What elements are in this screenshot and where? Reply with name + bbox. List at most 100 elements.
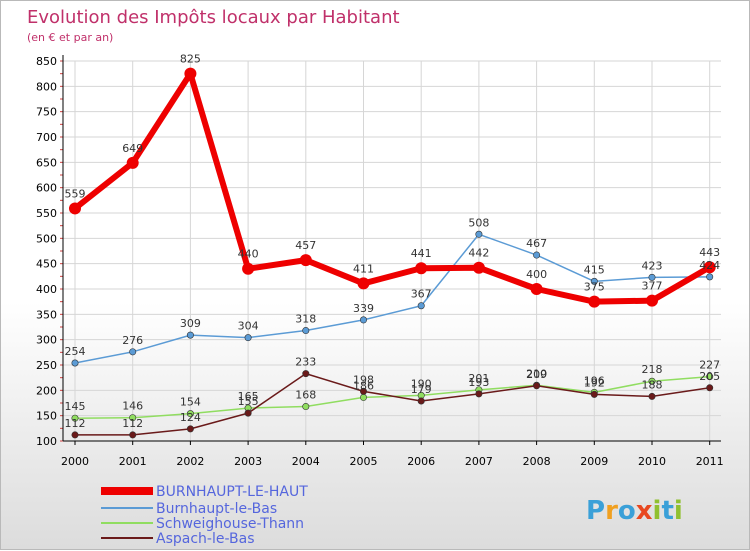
data-label: 411	[353, 262, 374, 275]
data-label: 188	[642, 378, 663, 391]
data-point	[244, 409, 252, 417]
data-point	[648, 273, 656, 281]
legend-entry: Schweighouse-Thann	[156, 516, 304, 532]
y-tick-label: 300	[36, 334, 57, 347]
x-tick-label: 2000	[61, 455, 89, 468]
data-point	[302, 403, 310, 411]
x-tick-label: 2009	[580, 455, 608, 468]
data-label: 210	[526, 367, 547, 380]
data-label: 318	[295, 313, 316, 326]
data-point	[417, 397, 425, 405]
data-point	[648, 392, 656, 400]
data-point	[242, 262, 255, 275]
data-label: 825	[180, 53, 201, 66]
data-point	[129, 431, 137, 439]
data-label: 367	[411, 288, 432, 301]
data-label: 423	[642, 259, 663, 272]
data-point	[648, 377, 656, 385]
data-label: 508	[468, 216, 489, 229]
data-label: 441	[411, 247, 432, 260]
legend-entry: BURNHAUPT-LE-HAUT	[156, 484, 308, 500]
data-label: 218	[642, 363, 663, 376]
y-tick-label: 450	[36, 258, 57, 271]
x-tick-label: 2010	[638, 455, 666, 468]
data-point	[129, 348, 137, 356]
x-tick-label: 2004	[292, 455, 320, 468]
x-tick-label: 2005	[350, 455, 378, 468]
data-label: 339	[353, 302, 374, 315]
y-tick-label: 800	[36, 80, 57, 93]
series-line	[73, 70, 712, 305]
proxiti-logo: Proxiti	[586, 496, 683, 526]
y-tick-label: 250	[36, 359, 57, 372]
series-line	[75, 372, 710, 436]
data-label: 440	[238, 248, 259, 261]
data-point	[703, 261, 716, 274]
data-label: 192	[584, 376, 605, 389]
y-tick-label: 400	[36, 283, 57, 296]
data-label: 124	[180, 411, 201, 424]
data-point	[359, 316, 367, 324]
x-tick-label: 2006	[407, 455, 435, 468]
x-tick-label: 2001	[119, 455, 147, 468]
data-point	[472, 261, 485, 274]
data-label: 179	[411, 383, 432, 396]
legend-entry: Burnhaupt-le-Bas	[156, 501, 277, 517]
data-point	[71, 431, 79, 439]
x-tick-label: 2011	[696, 455, 724, 468]
series-line	[74, 233, 710, 364]
legend-entry: Aspach-le-Bas	[156, 531, 255, 547]
data-label: 165	[238, 390, 259, 403]
data-point	[186, 410, 194, 418]
data-point	[244, 334, 252, 342]
data-point	[71, 414, 79, 422]
data-label: 227	[699, 359, 720, 372]
y-tick-label: 850	[36, 55, 57, 68]
data-point	[533, 251, 541, 259]
svg-text:Proxiti: Proxiti	[586, 496, 683, 526]
data-point	[706, 273, 714, 281]
data-label: 304	[238, 320, 259, 333]
data-label: 457	[295, 239, 316, 252]
data-point	[71, 359, 79, 367]
data-point	[299, 254, 312, 267]
data-label: 467	[526, 237, 547, 250]
data-label: 201	[468, 372, 489, 385]
x-tick-label: 2008	[523, 455, 551, 468]
series-0	[69, 67, 716, 308]
data-label: 209	[526, 368, 547, 381]
series-line	[74, 375, 710, 419]
data-point	[590, 277, 598, 285]
data-point	[533, 382, 541, 390]
y-tick-label: 650	[36, 156, 57, 169]
chart-subtitle: (en € et par an)	[27, 31, 113, 44]
y-tick-label: 500	[36, 232, 57, 245]
data-label: 649	[122, 142, 143, 155]
x-tick-label: 2003	[234, 455, 262, 468]
data-label: 112	[122, 417, 143, 430]
data-label: 196	[584, 374, 605, 387]
data-label: 400	[526, 268, 547, 281]
x-tick-label: 2007	[465, 455, 493, 468]
data-point	[186, 425, 194, 433]
y-tick-label: 750	[36, 106, 57, 119]
data-point	[706, 373, 714, 381]
data-point	[588, 295, 601, 308]
data-label: 190	[411, 377, 432, 390]
series-3	[71, 370, 714, 439]
data-point	[357, 277, 370, 290]
data-label: 443	[699, 246, 720, 259]
data-point	[475, 230, 483, 238]
data-point	[359, 393, 367, 401]
data-label: 154	[180, 396, 201, 409]
x-tick-label: 2002	[176, 455, 204, 468]
data-label: 186	[353, 379, 374, 392]
data-point	[646, 294, 658, 307]
data-label: 205	[699, 370, 720, 383]
data-label: 145	[65, 400, 86, 413]
data-label: 276	[122, 334, 143, 347]
y-tick-label: 150	[36, 410, 57, 423]
data-label: 375	[584, 281, 605, 294]
